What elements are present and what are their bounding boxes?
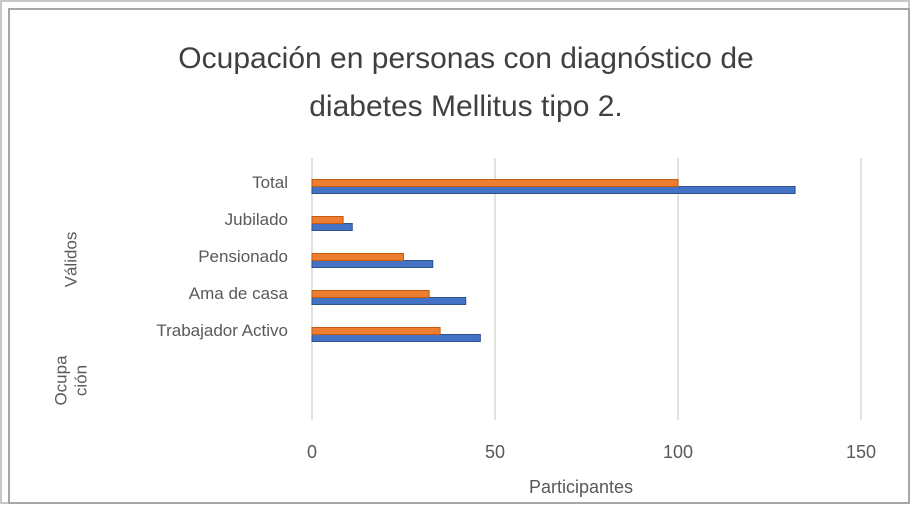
bar xyxy=(311,260,434,268)
y-tick-label: Pensionado xyxy=(198,247,288,266)
group-label: Válidos xyxy=(61,232,80,288)
bar xyxy=(311,290,430,298)
inner-frame xyxy=(8,8,910,504)
group-label: Ocupa xyxy=(51,355,70,406)
bar xyxy=(311,253,404,261)
bar xyxy=(311,186,796,194)
y-tick-label: Total xyxy=(252,173,288,192)
chart-title: Ocupación en personas con diagnóstico de xyxy=(178,42,753,75)
x-tick-label: 100 xyxy=(663,442,693,462)
y-tick-label: Jubilado xyxy=(225,210,288,229)
bar xyxy=(311,223,353,231)
bar xyxy=(311,179,679,187)
y-tick-label: Ama de casa xyxy=(189,284,289,303)
group-label: ción xyxy=(71,365,90,396)
x-axis-title: Participantes xyxy=(529,477,633,497)
y-tick-label: Trabajador Activo xyxy=(156,321,288,340)
x-tick-label: 50 xyxy=(485,442,505,462)
bar xyxy=(311,216,344,224)
x-tick-label: 150 xyxy=(846,442,876,462)
bar xyxy=(311,327,441,335)
x-tick-label: 0 xyxy=(307,442,317,462)
bar xyxy=(311,334,481,342)
bar xyxy=(311,297,467,305)
chart-title: diabetes Mellitus tipo 2. xyxy=(309,90,623,123)
